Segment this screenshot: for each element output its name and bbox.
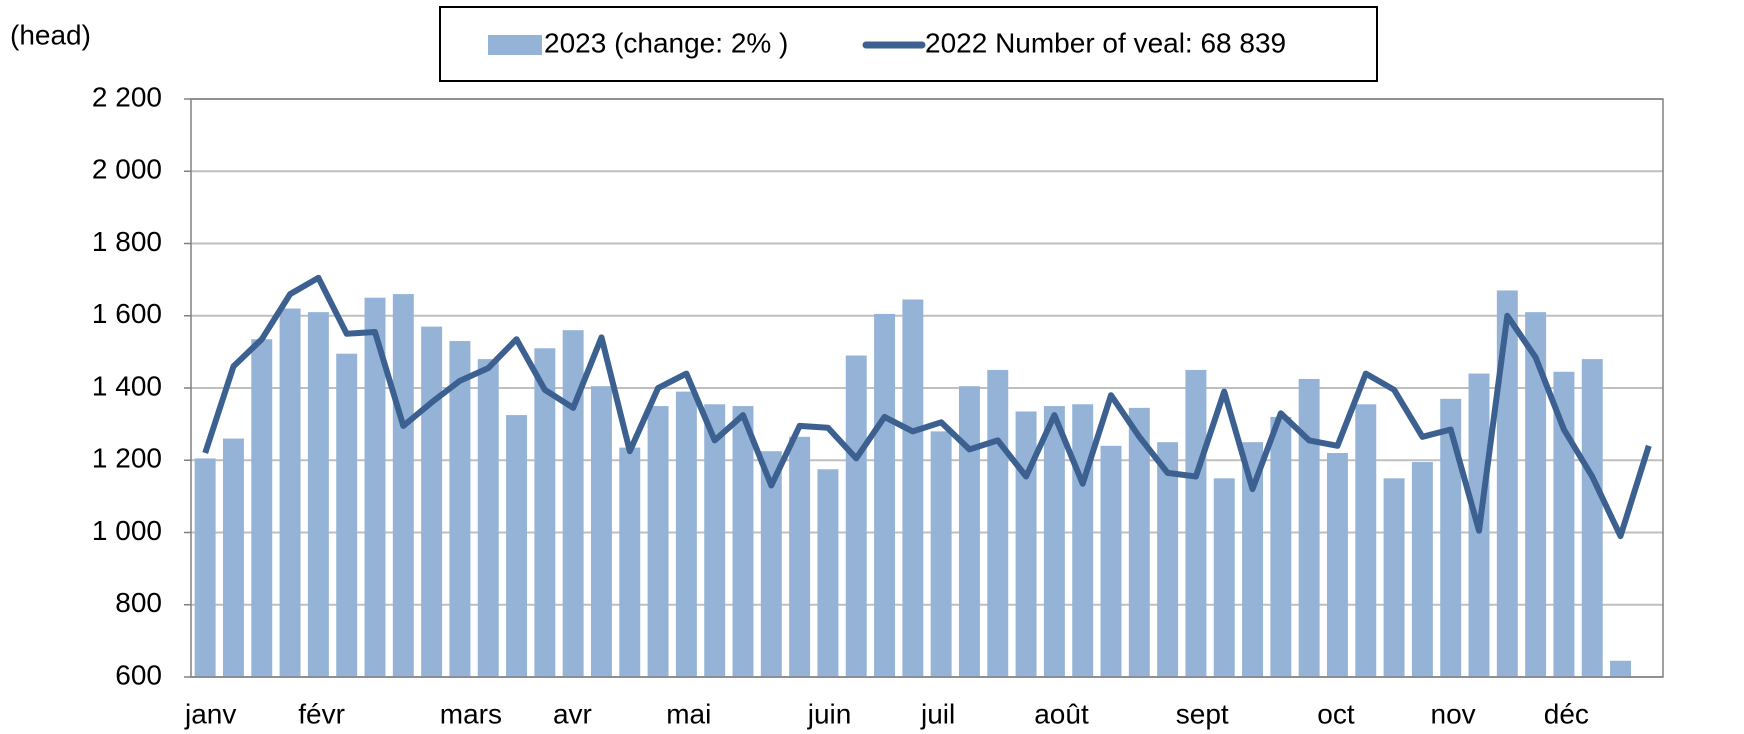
bar — [1270, 416, 1292, 677]
x-tick-label: nov — [1431, 698, 1476, 729]
bar — [1355, 404, 1377, 677]
bar — [194, 458, 216, 677]
plot-frame — [190, 98, 1664, 678]
x-tick-label: juil — [920, 698, 955, 729]
bar — [590, 386, 612, 677]
bar — [336, 353, 358, 677]
bar — [449, 341, 471, 677]
x-tick-label: mars — [440, 698, 502, 729]
bar — [279, 308, 301, 677]
bar — [1553, 371, 1575, 677]
y-tick-label: 1 000 — [92, 515, 162, 546]
y-unit-label: (head) — [10, 19, 91, 50]
bar — [845, 355, 867, 677]
bar — [364, 297, 386, 677]
bar — [1043, 406, 1065, 677]
x-tick-label: avr — [553, 698, 592, 729]
bar — [1015, 411, 1037, 677]
x-tick-label: mai — [666, 698, 711, 729]
bar — [1157, 442, 1179, 677]
line — [202, 274, 1652, 540]
bar — [1213, 478, 1235, 677]
bar — [958, 386, 980, 677]
y-tick-label: 2 200 — [92, 81, 162, 112]
bar — [732, 406, 754, 677]
bar — [987, 369, 1009, 677]
bar — [1411, 462, 1433, 677]
y-tick-label: 1 800 — [92, 226, 162, 257]
bar — [1440, 398, 1462, 677]
bar — [1581, 359, 1603, 677]
x-tick-label: juin — [807, 698, 852, 729]
bar — [1242, 442, 1264, 677]
x-tick-label: oct — [1317, 698, 1355, 729]
x-tick-label: févr — [298, 698, 345, 729]
bar — [562, 330, 584, 677]
bar — [1100, 445, 1122, 677]
x-tick-label: déc — [1544, 698, 1589, 729]
bar — [1496, 290, 1518, 677]
bar — [477, 359, 499, 677]
bar — [930, 431, 952, 677]
bar — [760, 451, 782, 677]
bar — [506, 415, 528, 677]
legend-box — [439, 6, 1378, 82]
x-tick-label: sept — [1176, 698, 1229, 729]
y-tick-label: 1 200 — [92, 443, 162, 474]
x-tick-label: janv — [184, 698, 236, 729]
bar — [704, 404, 726, 677]
bar — [789, 436, 811, 677]
bar — [421, 326, 443, 677]
bar — [222, 438, 244, 677]
bar — [817, 469, 839, 677]
y-tick-label: 1 400 — [92, 370, 162, 401]
bar — [1298, 378, 1320, 677]
y-tick-label: 2 000 — [92, 154, 162, 185]
bar — [874, 313, 896, 677]
bar — [392, 294, 414, 677]
bar — [1525, 312, 1547, 677]
bar — [1383, 478, 1405, 677]
y-tick-label: 800 — [115, 587, 162, 618]
bar — [675, 391, 697, 677]
legend-swatch — [488, 35, 542, 55]
y-tick-label: 1 600 — [92, 298, 162, 329]
x-tick-label: août — [1034, 698, 1089, 729]
y-tick-label: 600 — [115, 659, 162, 690]
legend-label: 2022 Number of veal: 68 839 — [925, 27, 1286, 58]
bar — [1610, 660, 1632, 677]
bar — [902, 299, 924, 677]
bar — [619, 447, 641, 677]
bar — [1326, 453, 1348, 677]
bar — [534, 348, 556, 677]
bar — [647, 406, 669, 677]
bar — [307, 312, 329, 677]
bar — [1185, 369, 1207, 677]
bar — [1072, 404, 1094, 677]
bar — [1128, 407, 1150, 677]
legend-label: 2023 (change: 2% ) — [544, 27, 788, 58]
bar — [251, 339, 273, 677]
